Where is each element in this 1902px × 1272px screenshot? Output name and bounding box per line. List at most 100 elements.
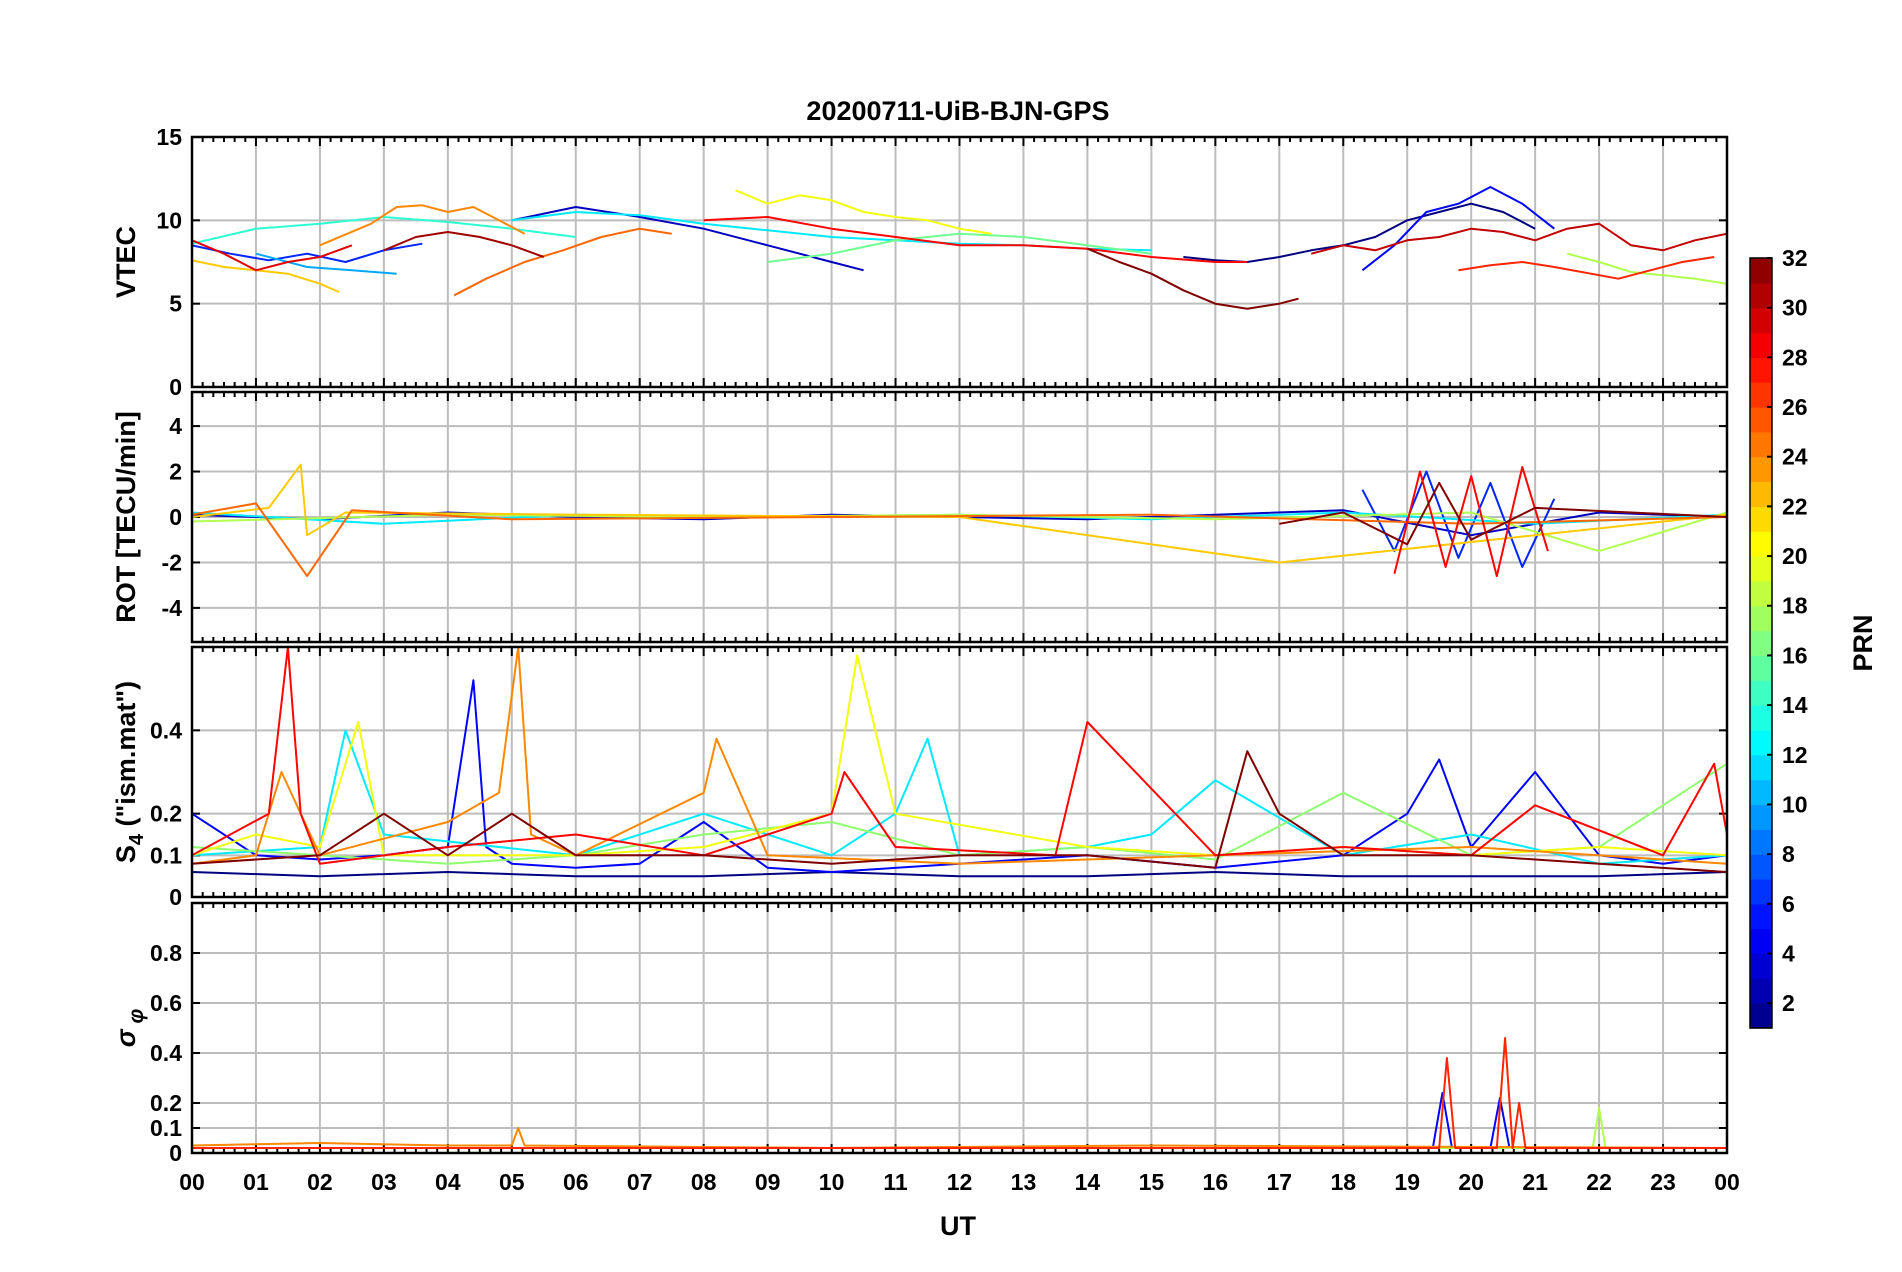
series-group	[192, 186, 1727, 310]
series-group	[192, 463, 1727, 578]
colorbar-tick-label: 22	[1782, 493, 1808, 519]
colorbar-tick-label: 2	[1782, 990, 1795, 1016]
series-prn-24	[192, 1127, 1727, 1149]
x-tick-label: 16	[1203, 1169, 1229, 1195]
colorbar-tick-label: 30	[1782, 295, 1808, 321]
colorbar-tick-label: 8	[1782, 841, 1795, 867]
colorbar-segment	[1750, 605, 1772, 632]
x-tick-label: 19	[1394, 1169, 1420, 1195]
panel-frame	[190, 135, 1729, 389]
x-tick-label: 10	[819, 1169, 845, 1195]
colorbar-segment	[1750, 630, 1772, 657]
y-tick-label: 2	[169, 459, 182, 485]
colorbar-segment	[1750, 580, 1772, 607]
y-tick-label: 15	[156, 124, 182, 150]
colorbar-segment	[1750, 481, 1772, 507]
x-tick-label: 00	[179, 1169, 205, 1195]
colorbar-segment	[1750, 556, 1772, 582]
series-prn-18	[1566, 252, 1727, 285]
colorbar-segment	[1750, 729, 1772, 756]
y-tick-label: 0.8	[150, 940, 182, 966]
colorbar-tick-label: 6	[1782, 891, 1795, 917]
panel-frame	[190, 645, 1729, 899]
colorbar-segment	[1750, 655, 1772, 681]
colorbar-segment	[1750, 431, 1772, 458]
series-prn-27	[1458, 256, 1715, 280]
y-tick-label: 0	[169, 374, 182, 400]
x-tick-label: 07	[627, 1169, 653, 1195]
y-tick-label: 5	[169, 291, 182, 317]
series-prn-29	[192, 239, 353, 272]
series-group	[192, 1037, 1727, 1149]
colorbar-segment	[1750, 456, 1772, 483]
y-axis-label: VTEC	[111, 226, 141, 298]
series-prn-28	[703, 216, 1248, 263]
series-prn-25	[453, 227, 672, 297]
x-tick-label: 21	[1522, 1169, 1548, 1195]
x-tick-label: 08	[691, 1169, 717, 1195]
colorbar-segment	[1750, 531, 1772, 557]
colorbar-segment	[1750, 382, 1772, 408]
chart-title: 20200711-UiB-BJN-GPS	[806, 96, 1109, 126]
series-prn-14	[192, 216, 576, 245]
colorbar-segment	[1750, 282, 1772, 309]
series-prn-3	[511, 206, 864, 272]
colorbar-tick-label: 28	[1782, 344, 1808, 370]
series-prn-25	[192, 502, 1727, 578]
y-tick-label: -4	[162, 595, 183, 621]
x-axis: 00 01 02 03 04 05 06 07 08 09 10 11 12 13 14 15 16 17 18 19…	[179, 1169, 1740, 1195]
colorbar-segment	[1750, 903, 1772, 930]
x-tick-label: 00	[1714, 1169, 1740, 1195]
colorbar-segment	[1750, 953, 1772, 979]
colorbar-tick-label: 14	[1782, 692, 1808, 718]
series-prn-31	[383, 231, 545, 258]
series-prn-32	[1087, 247, 1299, 310]
x-tick-label: 17	[1266, 1169, 1292, 1195]
colorbar-segment	[1750, 928, 1772, 955]
colorbar-segment	[1750, 407, 1772, 433]
y-tick-label: 4	[169, 413, 182, 439]
colorbar-segment	[1750, 878, 1772, 905]
panel-frame	[190, 390, 1729, 644]
x-tick-label: 09	[755, 1169, 781, 1195]
x-tick-label: 11	[883, 1169, 908, 1195]
y-tick-label: 10	[156, 207, 182, 233]
x-tick-label: 13	[1011, 1169, 1037, 1195]
series-prn-1	[192, 871, 1727, 878]
y-axis-label: ROT [TECU/min]	[111, 411, 141, 622]
colorbar-frame	[1749, 257, 1773, 1029]
colorbar-tick-label: 20	[1782, 543, 1808, 569]
colorbar-segment	[1750, 680, 1772, 706]
series-prn-22	[192, 463, 1727, 564]
x-tick-label: 12	[947, 1169, 973, 1195]
series-prn-12	[192, 729, 1727, 865]
y-tick-label: 0	[169, 884, 182, 910]
series-prn-24	[319, 204, 526, 247]
y-axis-label: σ φ	[111, 1009, 148, 1048]
colorbar-tick-label: 10	[1782, 791, 1808, 817]
colorbar-segment	[1750, 829, 1772, 855]
panel-sigma_phi: 00.10.2 0.4 0.6 0.8 σ φ	[111, 901, 1729, 1166]
x-tick-label: 15	[1139, 1169, 1165, 1195]
panel-vtec: 0 5 10 15 VTEC	[111, 124, 1729, 400]
x-tick-label: 04	[435, 1169, 461, 1195]
x-tick-label: 20	[1458, 1169, 1484, 1195]
y-tick-label: 0.1	[150, 842, 182, 868]
colorbar-tick-label: 16	[1782, 642, 1808, 668]
y-tick-label: 0	[169, 504, 182, 530]
series-prn-18	[192, 511, 1727, 553]
panel-frame	[190, 901, 1729, 1155]
colorbar-segment	[1750, 307, 1772, 334]
y-tick-label: 0.4	[150, 717, 182, 743]
colorbar-segment	[1750, 754, 1772, 781]
series-prn-27	[192, 1037, 1727, 1149]
y-tick-label: 0.2	[150, 1090, 182, 1116]
x-tick-label: 06	[563, 1169, 589, 1195]
colorbar-tick-label: 24	[1782, 444, 1808, 470]
series-prn-28	[1393, 466, 1549, 578]
series-prn-28	[192, 647, 1727, 865]
series-prn-22	[192, 259, 340, 293]
